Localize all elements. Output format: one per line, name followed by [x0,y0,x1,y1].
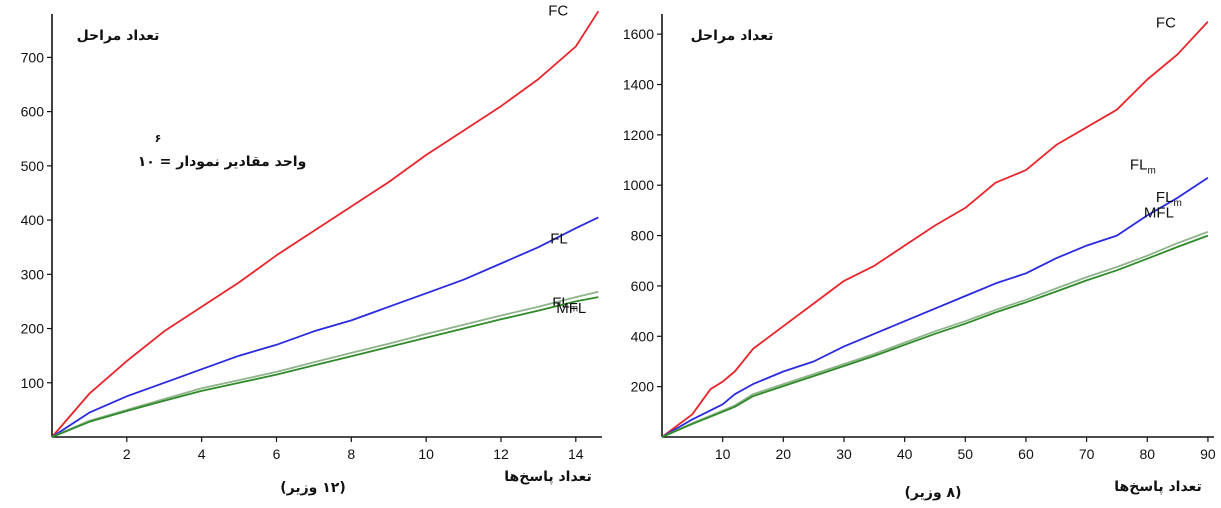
left-x-tick-label: 8 [347,446,355,462]
right-x-tick-label: 30 [836,446,852,462]
left-y-tick-label: 700 [21,49,45,65]
right-series-mfl-3-line [661,234,1209,438]
right-series-label-subscript: m [1173,198,1181,209]
left-x-tick-label: 6 [273,446,281,462]
right-x-tick-label: 80 [1139,446,1155,462]
right-x-tick-label: 40 [897,446,913,462]
left-series-label-fc-0: FC [548,2,568,19]
left-series-mfl-3-line [51,296,599,438]
right-series-fl-m-1-line [661,176,1209,438]
left-series-fl-1-line [51,216,599,438]
right-y-tick-label: 800 [631,228,655,244]
right-y-tick-label: 200 [631,379,655,395]
right-ylabel: تعداد مراحل [691,28,774,44]
left-series-label-subscript: m [570,304,578,315]
right-x-tick-label: 70 [1079,446,1095,462]
right-x-tick-label: 60 [1018,446,1034,462]
right-y-tick-label: 1400 [623,77,654,93]
left-note-exponent: ۶ [155,132,162,145]
right-y-tick-label: 600 [631,278,655,294]
left-y-tick-label: 100 [21,375,45,391]
right-x-tick-label: 50 [958,446,974,462]
right-y-tick-label: 1000 [623,177,654,193]
right-series-label-mfl-3: MFL [1144,205,1174,222]
right-y-tick-label: 1600 [623,26,654,42]
left-y-tick-label: 600 [21,104,45,120]
left-series-label-fl-1: FL [550,230,568,247]
right-caption: (۸ وزیر) [905,485,962,501]
left-x-tick-label: 2 [123,446,131,462]
right-y-tick-label: 1200 [623,127,654,143]
left-series-fc-0-line [51,10,600,438]
right-x-tick-label: 20 [776,446,792,462]
left-y-tick-label: 300 [21,266,45,282]
right-x-tick-label: 10 [715,446,731,462]
left-note: واحد مقادیر نمودار = ۱۰ [138,154,307,170]
right-series-label-subscript: m [1147,166,1155,177]
right-series-label-fl-m-1: FLm [1130,157,1156,177]
left-y-tick-label: 500 [21,158,45,174]
left-x-tick-label: 12 [493,446,509,462]
right-series-fc-0-line [661,20,1209,438]
left-x-tick-label: 10 [418,446,434,462]
left-series-fl-m-2-line [51,290,599,438]
left-ylabel: تعداد مراحل [77,28,160,44]
right-series-fl-m-2-line [661,230,1209,438]
left-series-label-mfl-3: MFL [556,300,586,317]
left-xlabel: تعداد پاسخ‌ها [504,469,591,485]
left-x-tick-label: 14 [568,446,584,462]
right-series-label-fc-0: FC [1156,15,1176,32]
left-x-tick-label: 4 [198,446,206,462]
left-caption: (۱۲ وزیر) [280,480,346,496]
right-x-tick-label: 90 [1200,446,1216,462]
left-y-tick-label: 200 [21,321,45,337]
right-xlabel: تعداد پاسخ‌ها [1114,479,1201,495]
left-y-tick-label: 400 [21,212,45,228]
right-y-tick-label: 400 [631,328,655,344]
